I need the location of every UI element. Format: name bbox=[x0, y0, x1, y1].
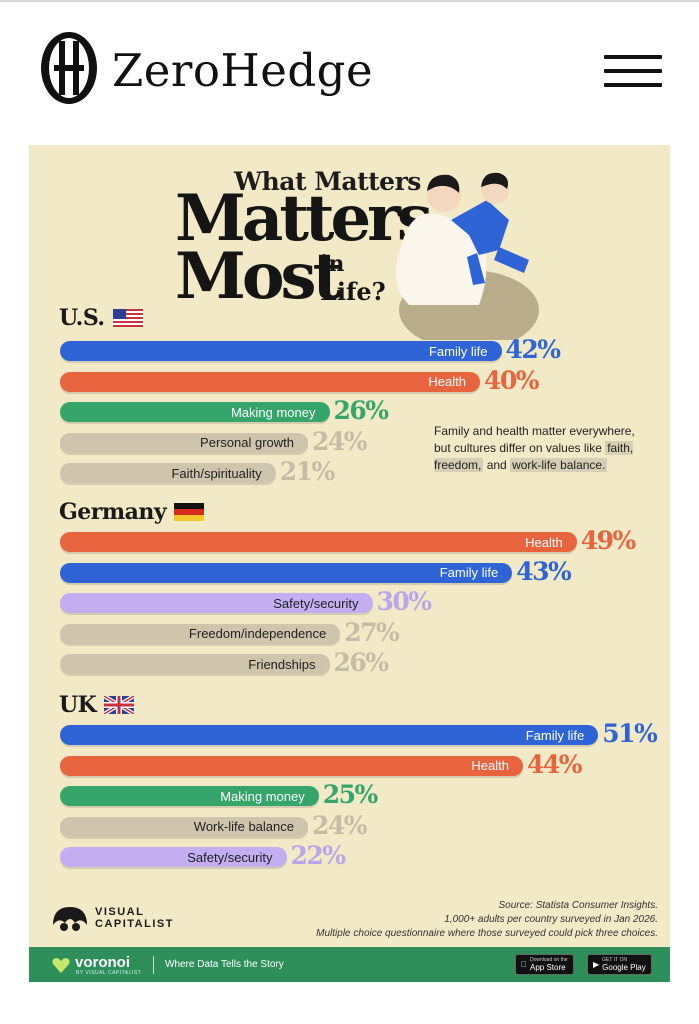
bar-label: Health bbox=[525, 534, 563, 550]
infographic-title-life: Life? bbox=[320, 277, 386, 306]
parent-child-illustration-icon bbox=[395, 172, 539, 340]
annotation-note: Family and health matter everywhere, but… bbox=[434, 423, 639, 474]
visual-capitalist-logo-icon bbox=[53, 907, 87, 931]
uk-flag-icon bbox=[104, 696, 135, 714]
country-heading-uk: UK bbox=[59, 692, 135, 718]
voronoi-name: voronoi bbox=[75, 954, 130, 971]
top-divider bbox=[0, 0, 699, 2]
wordmark-line: CAPITALIST bbox=[95, 918, 174, 930]
footer-divider bbox=[153, 956, 154, 974]
bar-value-label: 30% bbox=[376, 587, 433, 616]
bar: Safety/security bbox=[60, 593, 373, 613]
bar-label: Safety/security bbox=[187, 849, 273, 865]
source-line: Multiple choice questionnaire where thos… bbox=[316, 928, 658, 939]
hamburger-menu-icon[interactable] bbox=[604, 53, 662, 93]
bar-label: Personal growth bbox=[200, 435, 294, 450]
bar-value-label: 51% bbox=[602, 719, 658, 748]
bar: Work-life balance bbox=[60, 816, 308, 837]
voronoi-footer-banner: voronoi BY VISUAL CAPITALIST Where Data … bbox=[29, 947, 670, 982]
note-text: Family and health matter everywhere, but… bbox=[434, 424, 635, 455]
bar: Family life bbox=[60, 341, 502, 361]
bar: Family life bbox=[60, 562, 513, 583]
bar-label: Health bbox=[471, 758, 509, 773]
brand-name[interactable]: ZeroHedge bbox=[112, 44, 374, 97]
bar-label: Health bbox=[428, 374, 466, 389]
bar: Making money bbox=[60, 402, 330, 422]
source-line: Source: Statista Consumer Insights. bbox=[498, 900, 658, 911]
bar: Health bbox=[60, 371, 480, 392]
voronoi-heart-icon bbox=[52, 958, 70, 973]
bar-value-label: 24% bbox=[312, 810, 368, 840]
infographic-title-in: in bbox=[320, 251, 345, 277]
bar: Safety/security bbox=[60, 847, 287, 867]
source-note: Source: Statista Consumer Insights. 1,00… bbox=[238, 899, 658, 941]
us-flag-icon bbox=[112, 309, 143, 327]
bar-value-label: 24% bbox=[312, 426, 368, 456]
store-small: Download on the bbox=[524, 957, 568, 963]
bar: Faith/spirituality bbox=[60, 463, 276, 483]
bar-label: Freedom/independence bbox=[188, 626, 327, 641]
note-highlight: work-life balance. bbox=[510, 458, 608, 472]
bar: Health bbox=[60, 532, 577, 552]
bar-label: Family life bbox=[525, 727, 585, 743]
country-name: Germany bbox=[59, 499, 167, 525]
bar: Health bbox=[60, 755, 523, 776]
bar-label: Safety/security bbox=[273, 595, 359, 611]
bar: Freedom/independence bbox=[60, 623, 341, 644]
bar-label: Making money bbox=[230, 404, 316, 420]
infographic-title-line2: Most bbox=[175, 239, 342, 314]
country-name: U.S. bbox=[59, 305, 105, 331]
bar-label: Making money bbox=[220, 788, 305, 804]
bar-value-label: 42% bbox=[505, 335, 562, 364]
bar-value-label: 25% bbox=[322, 780, 379, 809]
wordmark-line: VISUAL bbox=[95, 906, 145, 918]
note-text: and bbox=[483, 458, 511, 472]
store-name: Google Play bbox=[602, 963, 646, 972]
bar-value-label: 44% bbox=[527, 749, 583, 779]
country-heading-germany: Germany bbox=[59, 499, 205, 525]
footer-tagline: Where Data Tells the Story bbox=[165, 959, 284, 970]
store-text: GET IT ON Google Play bbox=[602, 957, 646, 972]
country-heading-us: U.S. bbox=[59, 305, 143, 331]
country-name: UK bbox=[59, 692, 97, 718]
bar-label: Family life bbox=[428, 343, 488, 359]
germany-flag-icon bbox=[174, 503, 205, 521]
infographic-title-small: What Matters bbox=[234, 167, 421, 196]
apple-icon:  bbox=[521, 960, 527, 969]
bar-value-label: 27% bbox=[344, 617, 400, 647]
bar-value-label: 40% bbox=[484, 365, 540, 395]
hamburger-line bbox=[604, 69, 662, 73]
visual-capitalist-wordmark: VISUAL CAPITALIST bbox=[95, 906, 174, 930]
hamburger-line bbox=[604, 55, 662, 59]
bar: Personal growth bbox=[60, 432, 308, 453]
bar: Family life bbox=[60, 725, 599, 745]
infographic-title-line1: Matters bbox=[175, 181, 433, 256]
bar-value-label: 43% bbox=[516, 556, 572, 586]
bar-value-label: 21% bbox=[279, 457, 336, 486]
play-icon: ▶ bbox=[593, 960, 600, 969]
bar-label: Family life bbox=[439, 565, 499, 580]
store-text: Download on the App Store bbox=[530, 957, 568, 972]
bar-label: Faith/spirituality bbox=[171, 465, 262, 481]
bar: Friendships bbox=[60, 654, 330, 674]
google-play-badge[interactable]: ▶ GET IT ON Google Play bbox=[587, 954, 652, 975]
voronoi-byline: BY VISUAL CAPITALIST bbox=[76, 970, 142, 976]
bar-label: Work-life balance bbox=[193, 819, 294, 834]
store-small: GET IT ON bbox=[602, 957, 627, 963]
hamburger-line bbox=[604, 83, 662, 87]
bar-label: Friendships bbox=[248, 656, 316, 672]
store-name: App Store bbox=[524, 963, 566, 972]
bar-value-label: 26% bbox=[333, 396, 390, 425]
bar-value-label: 49% bbox=[580, 526, 637, 555]
infographic-image[interactable]: What Matters Matters Most in Life? U.S. … bbox=[29, 145, 670, 982]
source-line: 1,000+ adults per country surveyed in Ja… bbox=[444, 914, 658, 925]
bar-value-label: 26% bbox=[333, 648, 390, 677]
bar: Making money bbox=[60, 786, 319, 806]
zerohedge-logo-icon[interactable] bbox=[38, 29, 100, 107]
bar-value-label: 22% bbox=[290, 841, 347, 870]
